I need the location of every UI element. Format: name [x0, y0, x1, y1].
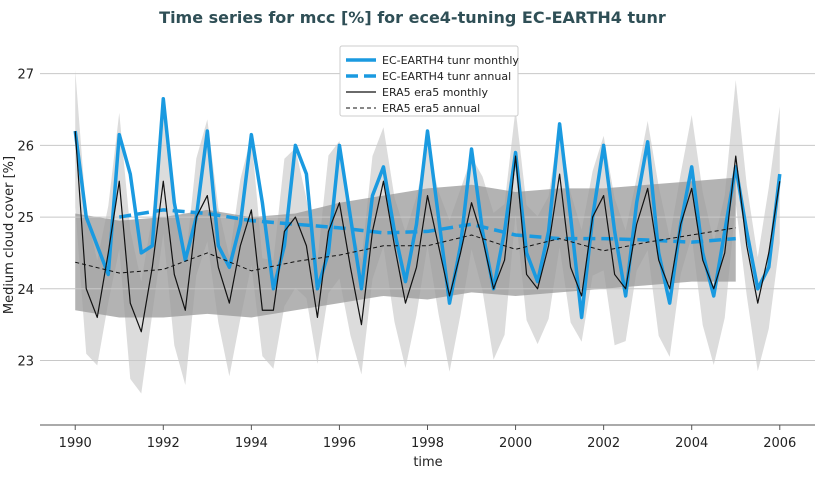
x-tick-label: 1992 — [147, 436, 180, 451]
y-tick-label: 26 — [17, 139, 34, 154]
y-tick-label: 24 — [17, 283, 34, 298]
legend-label: ERA5 era5 monthly — [382, 86, 488, 99]
x-tick-label: 2000 — [499, 436, 532, 451]
y-tick-label: 25 — [17, 211, 34, 226]
y-tick-label: 23 — [17, 354, 34, 369]
x-tick-label: 2002 — [587, 436, 620, 451]
legend: EC-EARTH4 tunr monthly EC-EARTH4 tunr ann… — [339, 45, 519, 117]
legend-label: ERA5 era5 annual — [382, 102, 480, 115]
series-line-ec-earth4-tunr-annual — [118, 208, 736, 244]
chart-title: Time series for mcc [%] for ece4-tuning … — [159, 8, 666, 27]
x-tick-label: 1996 — [323, 436, 356, 451]
legend-label: EC-EARTH4 tunr annual — [382, 70, 511, 83]
y-axis-label: Medium cloud cover [%] — [2, 156, 17, 314]
x-tick-label: 1994 — [235, 436, 268, 451]
x-tick-label: 2006 — [763, 436, 796, 451]
series-line-era5-era5-annual — [75, 227, 736, 274]
x-tick-label: 1998 — [411, 436, 444, 451]
x-tick-label: 2004 — [675, 436, 708, 451]
y-tick-label: 27 — [17, 68, 34, 83]
x-axis-label: time — [413, 455, 442, 470]
series-line-era5-era5-monthly — [74, 130, 781, 333]
legend-label: EC-EARTH4 tunr monthly — [382, 54, 519, 67]
x-tick-label: 1990 — [59, 436, 92, 451]
